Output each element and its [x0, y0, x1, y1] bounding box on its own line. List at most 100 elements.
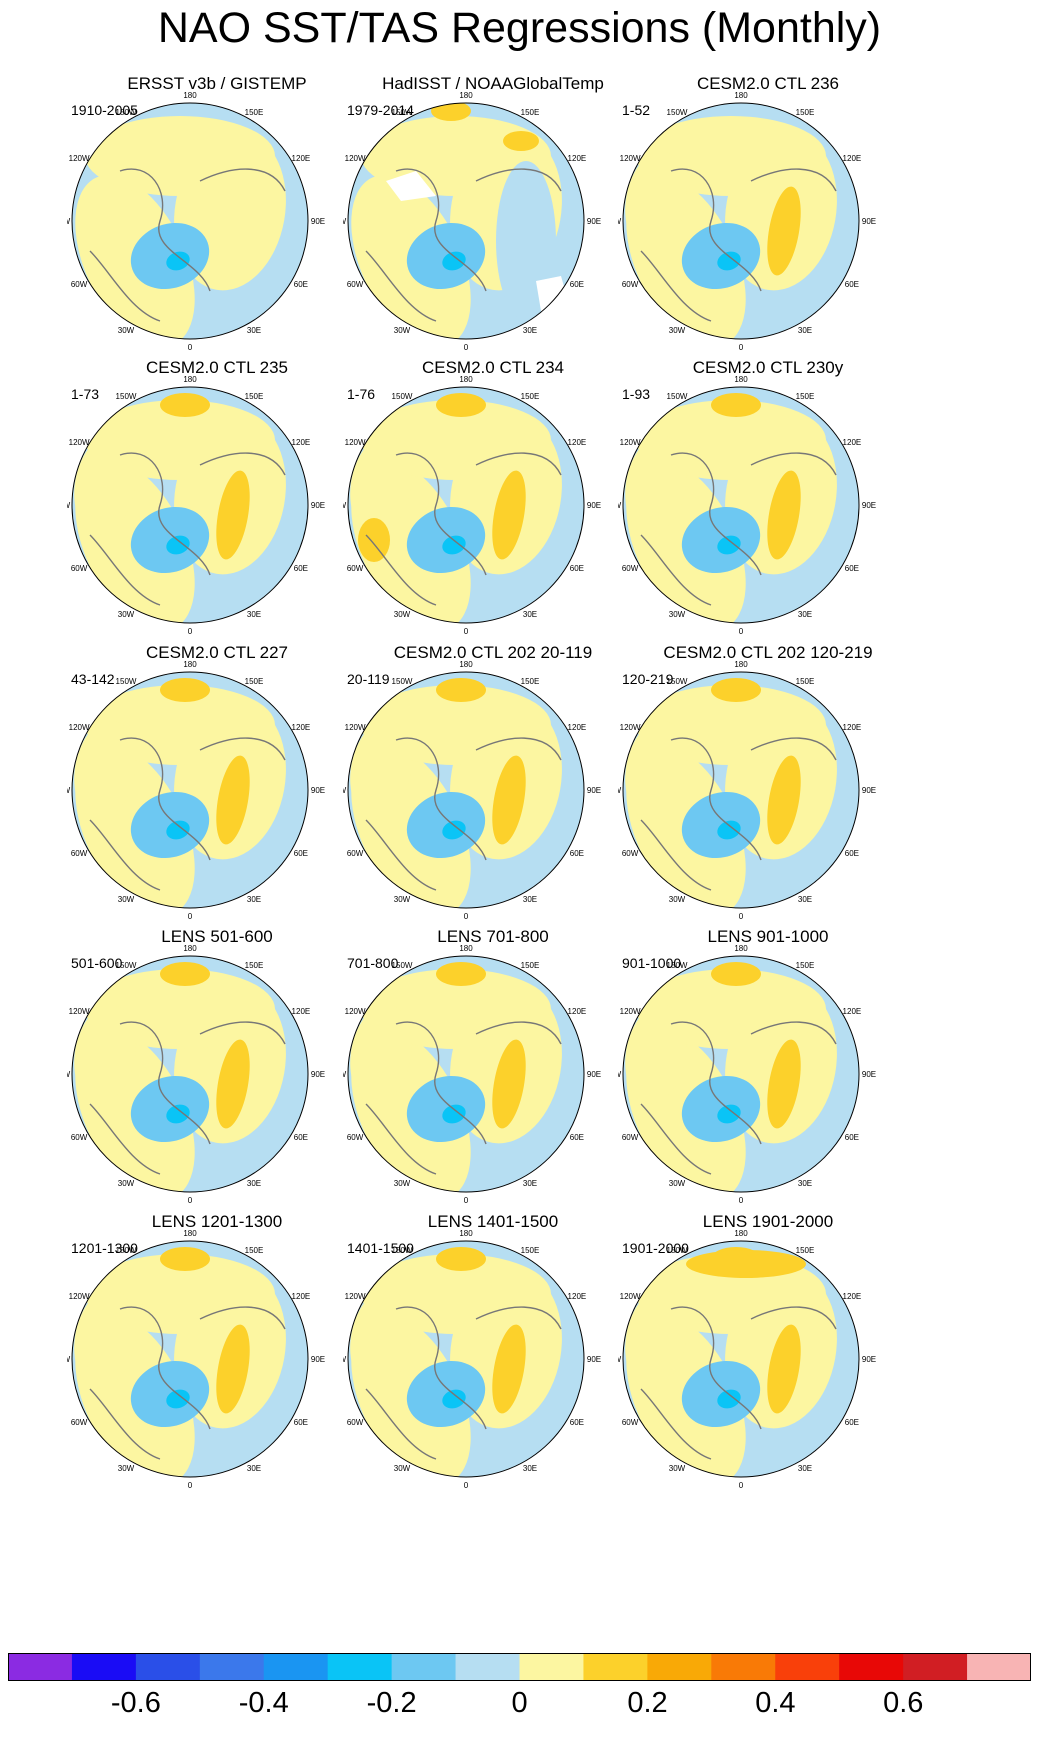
warm-core — [767, 186, 801, 276]
positive-region — [74, 720, 136, 820]
longitude-label: 90W — [67, 217, 71, 226]
panel-years: 1979-2014 — [347, 102, 414, 118]
positive-region — [350, 1004, 412, 1104]
panel-years: 1901-2000 — [622, 1240, 689, 1256]
polar-map: 180 150E 120E 90E 60E 30E 0 30W 60W 90W 120W 150W — [343, 91, 601, 352]
longitude-label: 60W — [622, 564, 639, 573]
colorbar-bin — [327, 1654, 393, 1680]
longitude-label: 120E — [568, 1292, 587, 1301]
field — [623, 672, 859, 908]
cold-core — [442, 1389, 466, 1409]
field — [348, 672, 584, 908]
longitude-label: 180 — [459, 1229, 473, 1238]
longitude-label: 60W — [71, 564, 88, 573]
longitude-label: 150W — [116, 677, 137, 686]
longitude-label: 150E — [245, 677, 264, 686]
longitude-label: 90E — [311, 1355, 325, 1364]
colorbar-bin — [391, 1654, 457, 1680]
longitude-label: 60E — [570, 564, 584, 573]
longitude-label: 150W — [392, 108, 413, 117]
warm-core — [160, 393, 210, 417]
longitude-label: 0 — [188, 1481, 193, 1490]
longitude-label: 60E — [570, 849, 584, 858]
panel-years: 1401-1500 — [347, 1240, 414, 1256]
map-panel: 180 150E 120E 90E 60E 30E 0 30W 60W 90W 120W 150W CE… — [67, 643, 367, 943]
map-panel: 180 150E 120E 90E 60E 30E 0 30W 60W 90W 120W 150W CE… — [343, 643, 643, 943]
positive-region — [350, 435, 412, 535]
cold-core — [166, 1104, 190, 1124]
longitude-label: 60E — [570, 280, 584, 289]
panel-title: LENS 701-800 — [437, 927, 549, 946]
cold-core — [717, 535, 741, 555]
map-boundary — [622, 1240, 860, 1478]
longitude-label: 90W — [618, 217, 622, 226]
field — [72, 1241, 308, 1477]
panel-title: CESM2.0 CTL 202 120-219 — [663, 643, 873, 662]
panel-title: HadISST / NOAAGlobalTemp — [382, 74, 604, 93]
longitude-label: 30E — [247, 1464, 261, 1473]
warm-core — [436, 393, 486, 417]
warm-core — [767, 1039, 801, 1129]
panel-years: 1-93 — [622, 386, 651, 402]
longitude-label: 0 — [464, 627, 469, 636]
map-boundary — [71, 1240, 309, 1478]
longitude-label: 0 — [464, 1196, 469, 1205]
longitude-label: 30W — [669, 895, 686, 904]
longitude-label: 120E — [568, 154, 587, 163]
map-panel: 180 150E 120E 90E 60E 30E 0 30W 60W 90W 120W 150W LE… — [618, 1212, 918, 1512]
longitude-label: 60W — [71, 1133, 88, 1142]
longitude-label: 120W — [620, 154, 641, 163]
longitude-label: 90E — [862, 501, 876, 510]
longitude-label: 90W — [343, 1355, 347, 1364]
coastline — [640, 1021, 837, 1175]
longitude-label: 30W — [118, 1464, 135, 1473]
longitude-label: 0 — [188, 1196, 193, 1205]
longitude-label: 60W — [347, 1418, 364, 1427]
map-panel: 180 150E 120E 90E 60E 30E 0 30W 60W 90W 120W 150W CE… — [67, 358, 367, 658]
map-boundary — [622, 386, 860, 624]
field — [623, 956, 859, 1192]
longitude-label: 90E — [311, 217, 325, 226]
polar-map: 180 150E 120E 90E 60E 30E 0 30W 60W 90W 120W 150W — [67, 944, 325, 1205]
panel-years: 20-119 — [347, 671, 390, 687]
panel-years: 501-600 — [71, 955, 123, 971]
longitude-label: 30W — [669, 1464, 686, 1473]
colorbar-bin — [199, 1654, 265, 1680]
longitude-label: 30E — [798, 1179, 812, 1188]
longitude-label: 120W — [620, 723, 641, 732]
longitude-label: 90W — [67, 1070, 71, 1079]
panel-title: CESM2.0 CTL 235 — [145, 358, 289, 377]
longitude-label: 60W — [71, 280, 88, 289]
longitude-label: 60E — [294, 1418, 308, 1427]
longitude-label: 0 — [464, 912, 469, 921]
cold-core — [442, 1104, 466, 1124]
longitude-label: 120W — [620, 438, 641, 447]
coastline — [365, 737, 562, 891]
longitude-label: 90E — [862, 786, 876, 795]
longitude-label: 180 — [459, 91, 473, 100]
longitude-label: 30W — [394, 1179, 411, 1188]
panel-title: CESM2.0 CTL 234 — [421, 358, 565, 377]
panel-years: 1201-1300 — [71, 1240, 138, 1256]
longitude-label: 0 — [739, 1481, 744, 1490]
longitude-label: 150E — [796, 677, 815, 686]
longitude-label: 150W — [392, 677, 413, 686]
positive-region — [85, 116, 275, 196]
longitude-label: 120W — [69, 1007, 90, 1016]
longitude-label: 0 — [464, 343, 469, 352]
colorbar-tick-label: 0 — [511, 1687, 528, 1719]
longitude-label: 150E — [796, 1246, 815, 1255]
panel-title: CESM2.0 CTL 230y — [692, 358, 844, 377]
warm-core — [492, 1039, 526, 1129]
longitude-label: 60E — [845, 280, 859, 289]
longitude-label: 180 — [459, 375, 473, 384]
colorbar-bin — [711, 1654, 776, 1680]
panel-years: 901-1000 — [622, 955, 682, 971]
map-panel: 180 150E 120E 90E 60E 30E 0 30W 60W 90W 120W 150W CE… — [618, 643, 918, 943]
longitude-label: 120W — [620, 1007, 641, 1016]
positive-region — [74, 435, 136, 535]
chart-title: NAO SST/TAS Regressions (Monthly) — [157, 4, 882, 52]
longitude-label: 120E — [843, 438, 862, 447]
longitude-label: 150W — [392, 961, 413, 970]
longitude-label: 30W — [118, 1179, 135, 1188]
